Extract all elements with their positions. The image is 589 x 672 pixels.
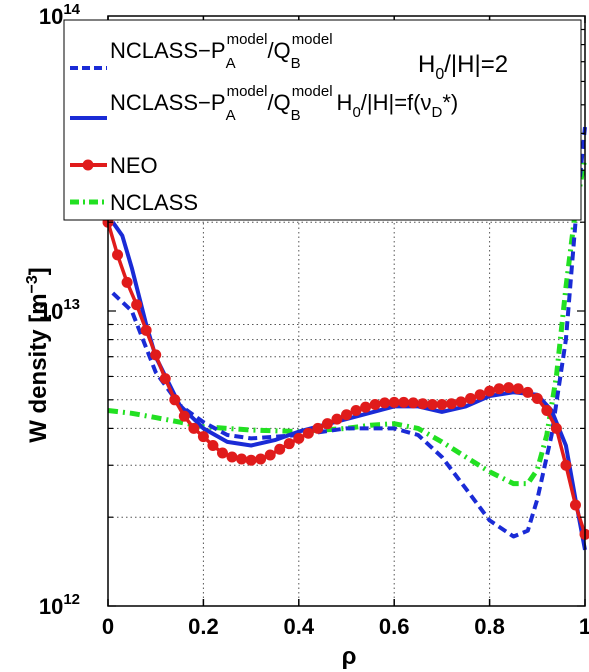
neo-point xyxy=(236,453,248,465)
neo-point xyxy=(178,410,190,422)
neo-point xyxy=(369,399,381,411)
x-tick-label: 0 xyxy=(102,614,114,639)
neo-point xyxy=(321,418,333,430)
neo-point xyxy=(121,276,133,288)
neo-point xyxy=(131,299,143,311)
neo-point xyxy=(379,397,391,409)
legend-entry-nclass-model-solid: NCLASS−PAmodel/QBmodel H0/|H|=f(νD*) xyxy=(110,83,458,124)
neo-point xyxy=(331,413,343,425)
legend-entry-nclass-model-dashed: NCLASS−PAmodel/QBmodel xyxy=(110,31,333,72)
neo-point xyxy=(426,399,438,411)
neo-point xyxy=(569,499,581,511)
legend-entry-neo: NEO xyxy=(110,153,158,178)
annotation-h0-ratio: H0/|H|=2 xyxy=(418,51,508,83)
neo-point xyxy=(197,431,209,443)
y-tick-label: 1012 xyxy=(39,591,80,619)
y-tick-label: 1014 xyxy=(39,1,81,29)
neo-point xyxy=(550,422,562,434)
legend: NCLASS−PAmodel/QBmodel H0/|H|=2 NCLASS−P… xyxy=(63,19,582,221)
neo-point xyxy=(226,451,238,463)
neo-point xyxy=(112,249,124,261)
neo-point xyxy=(445,398,457,410)
neo-point xyxy=(140,324,152,336)
neo-point xyxy=(398,396,410,408)
neo-point xyxy=(417,398,429,410)
neo-point xyxy=(522,386,534,398)
series-line-2 xyxy=(106,221,587,535)
neo-point xyxy=(360,401,372,413)
neo-point xyxy=(293,432,305,444)
neo-point xyxy=(503,382,515,394)
neo-point xyxy=(455,396,467,408)
tick-labels: 0 0.2 0.4 0.6 0.8 1 1012 1013 1014 xyxy=(39,1,589,639)
neo-point xyxy=(512,383,524,395)
neo-point xyxy=(474,389,486,401)
neo-point xyxy=(531,393,543,405)
neo-point xyxy=(188,422,200,434)
neo-point xyxy=(436,399,448,411)
legend-entry-nclass: NCLASS xyxy=(110,190,198,215)
neo-point xyxy=(207,439,219,451)
neo-point xyxy=(150,349,162,361)
x-tick-label: 0.2 xyxy=(188,614,219,639)
neo-point xyxy=(159,373,171,385)
neo-point xyxy=(465,393,477,405)
x-tick-label: 0.8 xyxy=(474,614,505,639)
neo-point xyxy=(407,397,419,409)
x-tick-label: 0.6 xyxy=(379,614,410,639)
neo-point xyxy=(169,394,181,406)
neo-point xyxy=(541,404,553,416)
neo-point xyxy=(560,459,572,471)
legend-box xyxy=(63,19,582,221)
neo-point xyxy=(312,422,324,434)
neo-point xyxy=(264,449,276,461)
neo-point xyxy=(341,409,352,421)
neo-point xyxy=(216,447,228,459)
legend-marker-neo xyxy=(82,159,94,171)
plot-curves xyxy=(102,126,589,551)
neo-point xyxy=(245,454,257,466)
neo-point xyxy=(388,396,400,408)
y-tick-label: 1013 xyxy=(39,296,80,324)
neo-point xyxy=(484,385,496,397)
neo-point xyxy=(255,453,267,465)
x-tick-label: 1 xyxy=(579,614,589,639)
neo-point xyxy=(302,427,314,439)
neo-point xyxy=(350,404,362,416)
neo-point xyxy=(493,383,505,395)
x-tick-label: 0.4 xyxy=(284,614,315,639)
x-axis-label: ρ xyxy=(342,643,357,670)
neo-point xyxy=(274,443,286,455)
neo-point xyxy=(283,438,295,450)
y-axis-label: W density [m−3] xyxy=(24,267,52,443)
